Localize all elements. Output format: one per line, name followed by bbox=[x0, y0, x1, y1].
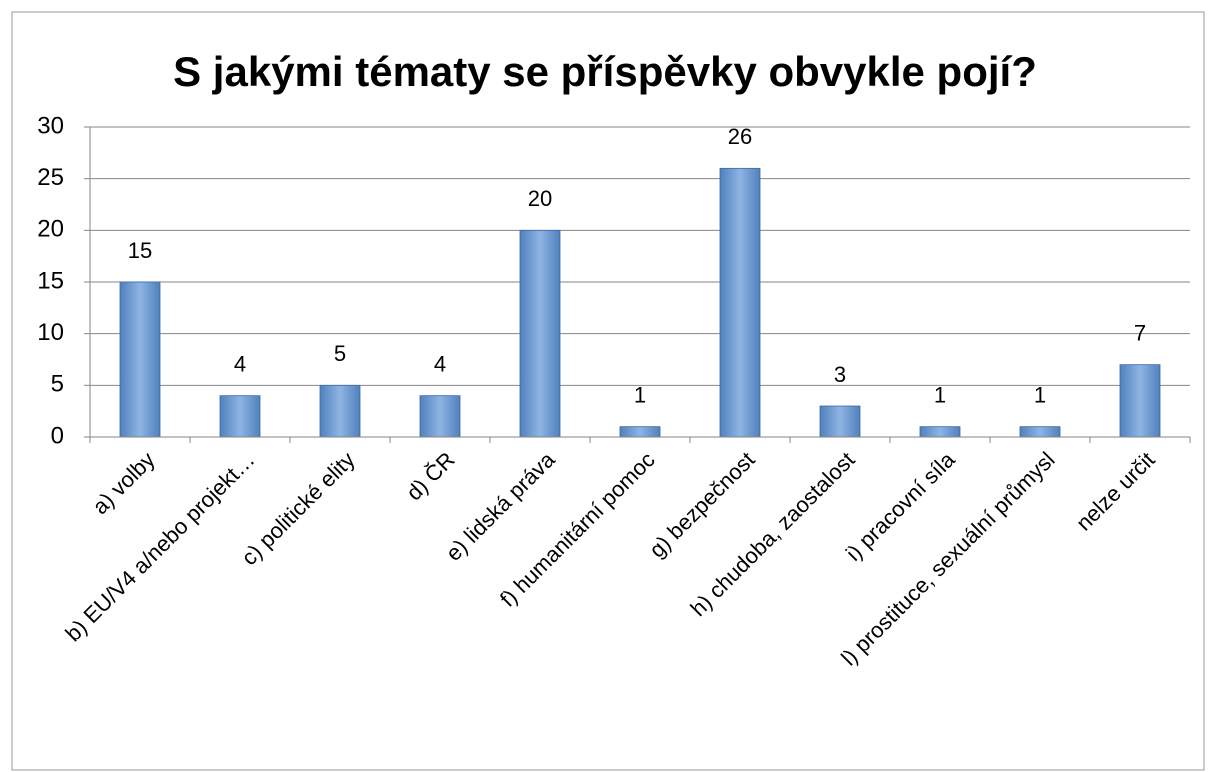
chart-frame bbox=[11, 11, 1205, 771]
bar bbox=[1119, 364, 1161, 438]
data-label: 7 bbox=[1134, 320, 1146, 345]
bar bbox=[619, 426, 661, 438]
bar bbox=[119, 281, 161, 438]
data-label: 4 bbox=[434, 351, 446, 376]
bar bbox=[319, 384, 361, 438]
data-label: 1 bbox=[634, 382, 646, 407]
y-tick-label: 25 bbox=[37, 164, 64, 191]
data-label: 1 bbox=[934, 382, 946, 407]
y-tick-label: 5 bbox=[51, 371, 64, 398]
data-label: 5 bbox=[334, 341, 346, 366]
y-tick-label: 10 bbox=[37, 319, 64, 346]
data-label: 26 bbox=[728, 124, 752, 149]
bar bbox=[219, 395, 261, 438]
bar bbox=[1019, 426, 1061, 438]
data-label: 15 bbox=[128, 238, 152, 263]
chart-title: S jakými tématy se příspěvky obvykle poj… bbox=[173, 48, 1037, 95]
data-label: 1 bbox=[1034, 382, 1046, 407]
y-tick-label: 20 bbox=[37, 216, 64, 243]
data-label: 4 bbox=[234, 351, 246, 376]
bar bbox=[919, 426, 961, 438]
bar bbox=[819, 405, 861, 438]
data-label: 3 bbox=[834, 362, 846, 387]
y-tick-label: 30 bbox=[37, 112, 64, 139]
data-label: 20 bbox=[528, 186, 552, 211]
y-tick-label: 0 bbox=[51, 422, 64, 449]
y-tick-label: 15 bbox=[37, 267, 64, 294]
bar bbox=[419, 395, 461, 438]
bar bbox=[519, 229, 561, 438]
bar bbox=[719, 167, 761, 438]
